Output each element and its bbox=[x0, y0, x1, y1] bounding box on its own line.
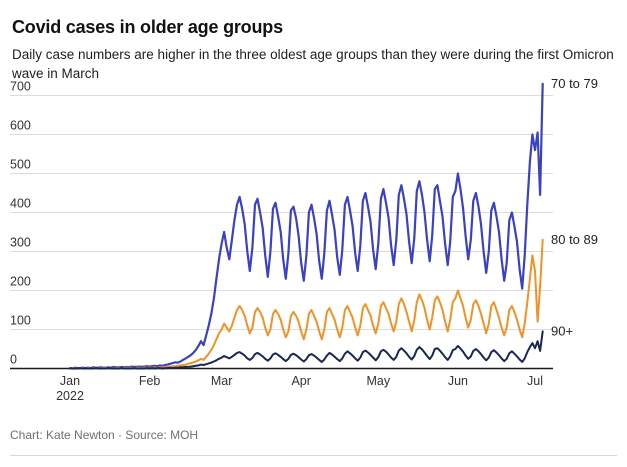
y-tick-label: 700 bbox=[10, 80, 31, 94]
x-tick-label: Jul bbox=[527, 374, 543, 388]
y-tick-label: 600 bbox=[10, 119, 31, 133]
series-label-70-to-79: 70 to 79 bbox=[551, 76, 598, 91]
series-label-80-to-89: 80 to 89 bbox=[551, 232, 598, 247]
y-tick-label: 300 bbox=[10, 236, 31, 250]
x-tick-label: Jan bbox=[60, 374, 80, 388]
x-tick-label: Jun bbox=[448, 374, 468, 388]
series-label-90: 90+ bbox=[551, 323, 573, 338]
y-tick-label: 100 bbox=[10, 314, 31, 328]
x-tick-label: Mar bbox=[211, 374, 233, 388]
series-line-90 bbox=[69, 330, 544, 370]
chart-subtitle: Daily case numbers are higher in the thr… bbox=[12, 46, 614, 81]
x-tick-sublabel: 2022 bbox=[56, 389, 84, 403]
y-tick-label: 0 bbox=[10, 353, 17, 367]
y-tick-label: 200 bbox=[10, 275, 31, 289]
y-tick-label: 500 bbox=[10, 158, 31, 172]
series-line-70-to-79 bbox=[68, 82, 544, 370]
x-tick-label: Apr bbox=[291, 374, 310, 388]
y-tick-label: 400 bbox=[10, 197, 31, 211]
x-tick-label: Feb bbox=[139, 374, 161, 388]
chart-title: Covid cases in older age groups bbox=[12, 17, 283, 38]
bottom-divider bbox=[10, 455, 617, 456]
x-tick-label: May bbox=[366, 374, 390, 388]
footer-credit: Chart: Kate Newton · Source: MOH bbox=[10, 428, 199, 442]
